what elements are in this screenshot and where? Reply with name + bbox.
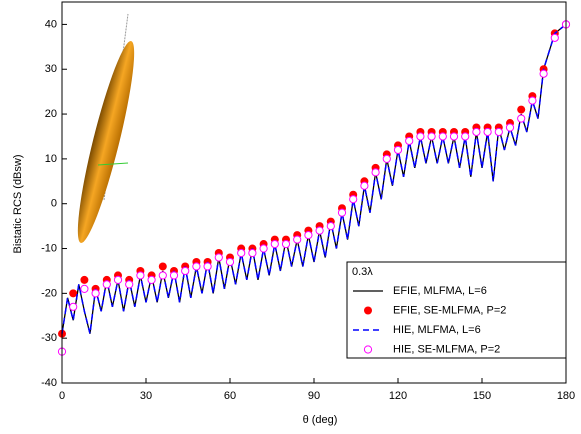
series-marker (483, 127, 492, 137)
series-marker (438, 132, 447, 141)
series-marker (505, 123, 515, 132)
x-tick-label: 30 (140, 390, 152, 402)
series-marker (393, 145, 403, 155)
y-tick-label: 40 (45, 18, 57, 30)
series-marker (382, 154, 391, 163)
series-marker (192, 262, 201, 271)
series-marker (237, 248, 246, 258)
x-tick-label: 0 (59, 390, 65, 402)
series-marker (225, 257, 235, 267)
series-marker (136, 271, 145, 280)
series-marker (326, 222, 335, 231)
series-marker (517, 105, 526, 114)
legend-swatch (363, 345, 373, 354)
series-marker (371, 168, 380, 177)
series-marker (80, 284, 89, 293)
series-marker (169, 271, 179, 280)
series-marker (69, 289, 78, 298)
series-marker (214, 253, 223, 262)
y-axis-label: Bistatic RCS (dBsw) (12, 154, 24, 253)
series-marker (125, 280, 134, 289)
legend-label: EFIE, SE-MLFMA, P=2 (393, 304, 506, 316)
series-marker (315, 226, 324, 235)
series-marker (405, 136, 414, 146)
x-tick-label: 60 (224, 390, 236, 402)
series-line (61, 23, 567, 334)
x-tick-label: 90 (308, 390, 320, 402)
x-tick-label: 150 (473, 390, 491, 402)
series-marker (349, 195, 358, 204)
series-marker (416, 132, 425, 141)
y-tick-label: 20 (45, 108, 57, 120)
x-tick-label: 180 (557, 390, 575, 402)
series-marker (517, 114, 526, 123)
x-tick-label: 120 (389, 390, 407, 402)
series-marker (80, 275, 89, 284)
series-marker (293, 235, 302, 244)
y-tick-label: -30 (41, 332, 57, 344)
y-tick-label: -10 (41, 242, 57, 254)
legend-label: HIE, SE-MLFMA, P=2 (393, 343, 500, 355)
y-tick-label: 10 (45, 153, 57, 165)
series-marker (102, 280, 111, 289)
series-marker (337, 208, 347, 217)
target-illustration (77, 13, 135, 243)
series-marker (259, 244, 268, 253)
series-marker (360, 181, 369, 190)
series-marker (304, 230, 313, 240)
series-marker (203, 262, 212, 271)
x-axis-label: θ (deg) (303, 414, 338, 426)
series-marker (270, 239, 279, 249)
series-marker (158, 262, 167, 271)
series-marker (461, 132, 470, 141)
y-tick-label: -20 (41, 287, 57, 299)
series-marker (472, 127, 481, 137)
legend-label: HIE, MLFMA, L=6 (393, 324, 481, 336)
series-marker (158, 271, 167, 280)
series-marker (494, 127, 503, 137)
y-tick-label: 30 (45, 63, 57, 75)
legend-box (346, 261, 567, 359)
series-marker (147, 275, 156, 285)
series-marker (91, 289, 100, 298)
series-marker (113, 275, 123, 285)
series-marker (181, 266, 190, 276)
y-tick-label: -40 (41, 377, 57, 389)
series-marker (281, 239, 291, 249)
series-marker (449, 132, 459, 141)
series-marker (539, 69, 548, 78)
series-marker (550, 33, 559, 42)
series-marker (427, 132, 436, 141)
series-marker (69, 302, 78, 311)
series-marker (248, 248, 257, 258)
y-tick-label: 0 (51, 198, 57, 210)
series-marker (528, 96, 537, 105)
legend-label: EFIE, MLFMA, L=6 (393, 285, 487, 297)
legend-swatch (364, 306, 372, 315)
legend-title: 0.3λ (352, 266, 373, 278)
plot-frame (61, 1, 567, 384)
